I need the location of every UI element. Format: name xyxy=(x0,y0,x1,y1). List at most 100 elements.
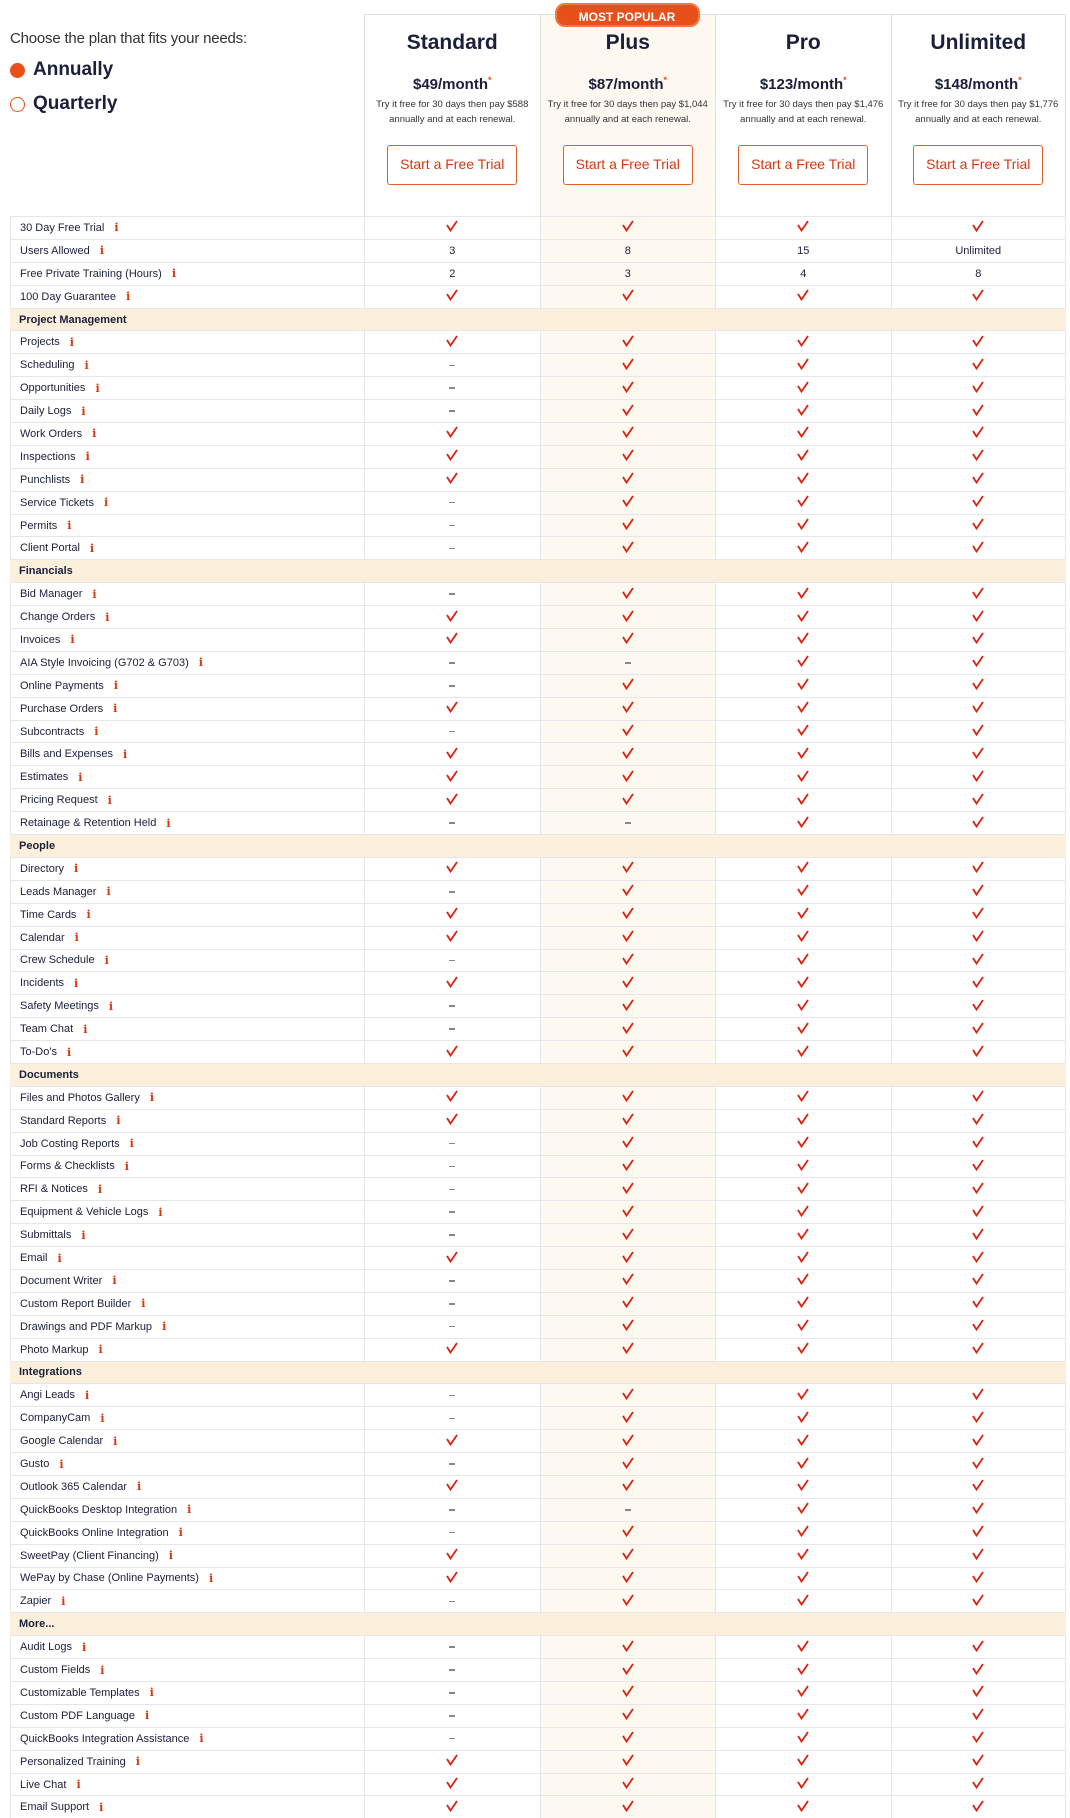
not-included-dash-icon xyxy=(449,662,456,664)
info-icon[interactable]: i xyxy=(107,793,112,807)
info-icon[interactable]: i xyxy=(66,1045,72,1059)
info-icon[interactable]: i xyxy=(106,885,111,899)
info-icon[interactable]: i xyxy=(171,267,177,281)
info-icon[interactable]: i xyxy=(81,404,86,418)
checkmark-icon xyxy=(797,632,809,647)
info-icon[interactable]: i xyxy=(76,1778,81,1791)
info-icon[interactable]: i xyxy=(178,1526,183,1540)
start-trial-button[interactable]: Start a Free Trial xyxy=(913,145,1044,185)
info-icon[interactable]: i xyxy=(92,587,97,601)
plan-cell xyxy=(715,1430,891,1453)
start-trial-button[interactable]: Start a Free Trial xyxy=(562,145,693,185)
info-icon[interactable]: i xyxy=(144,1709,150,1723)
info-icon[interactable]: i xyxy=(57,1251,62,1265)
radio-unselected-icon xyxy=(10,96,25,112)
plan-cell xyxy=(890,949,1066,972)
info-icon[interactable]: i xyxy=(141,1297,146,1311)
info-icon[interactable]: i xyxy=(104,953,109,967)
checkmark-icon xyxy=(797,1044,809,1060)
info-icon[interactable]: i xyxy=(114,221,119,235)
plan-cell xyxy=(715,651,891,674)
checkmark-icon xyxy=(621,907,634,922)
info-icon[interactable]: i xyxy=(113,1434,118,1448)
radio-quarterly[interactable]: Quarterly xyxy=(10,93,360,115)
table-row: Opportunities i xyxy=(10,376,1066,400)
info-icon[interactable]: i xyxy=(126,290,131,304)
info-icon[interactable]: i xyxy=(166,816,171,830)
info-icon[interactable]: i xyxy=(129,1137,134,1151)
info-icon[interactable]: i xyxy=(99,244,104,258)
checkmark-icon xyxy=(972,1296,984,1311)
info-icon[interactable]: i xyxy=(105,610,110,624)
info-icon[interactable]: i xyxy=(83,1022,88,1036)
info-icon[interactable]: i xyxy=(162,1320,167,1334)
info-icon[interactable]: i xyxy=(81,1228,86,1242)
info-icon[interactable]: i xyxy=(59,1457,64,1471)
plan-cell xyxy=(715,1109,891,1132)
info-icon[interactable]: i xyxy=(86,908,91,922)
feature-name: Google Calendar xyxy=(20,1435,104,1448)
info-icon[interactable]: i xyxy=(89,541,95,555)
radio-annually[interactable]: Annually xyxy=(10,59,360,81)
info-icon[interactable]: i xyxy=(158,1205,163,1219)
info-icon[interactable]: i xyxy=(84,358,89,372)
plan-price: $123/month* xyxy=(716,75,891,93)
plan-cell xyxy=(539,1315,715,1338)
not-included-dash-icon xyxy=(449,1280,456,1282)
checkmark-icon xyxy=(621,999,634,1014)
info-icon[interactable]: i xyxy=(187,1503,192,1517)
info-icon[interactable]: i xyxy=(137,1480,142,1494)
info-icon[interactable]: i xyxy=(99,1800,104,1814)
info-icon[interactable]: i xyxy=(108,999,114,1013)
info-icon[interactable]: i xyxy=(74,931,79,945)
info-icon[interactable]: i xyxy=(78,770,83,784)
radio-label: Quarterly xyxy=(33,93,118,114)
plan-cell xyxy=(364,1041,540,1063)
info-icon[interactable]: i xyxy=(198,656,203,670)
feature-label-cell: Change Orders i xyxy=(10,606,364,629)
start-trial-button[interactable]: Start a Free Trial xyxy=(738,145,869,185)
plan-cell xyxy=(364,1796,540,1818)
info-icon[interactable]: i xyxy=(80,473,85,487)
checkmark-icon xyxy=(972,1525,984,1540)
info-icon[interactable]: i xyxy=(98,1343,103,1357)
info-icon[interactable]: i xyxy=(67,519,72,533)
feature-name: Bid Manager xyxy=(20,588,83,601)
info-icon[interactable]: i xyxy=(100,1663,105,1677)
info-icon[interactable]: i xyxy=(208,1571,214,1585)
info-icon[interactable]: i xyxy=(69,335,74,349)
plan-cell xyxy=(715,995,891,1018)
info-icon[interactable]: i xyxy=(149,1091,155,1105)
checkmark-icon xyxy=(446,1113,458,1128)
info-icon[interactable]: i xyxy=(74,862,79,876)
info-icon[interactable]: i xyxy=(74,976,79,990)
plan-cell xyxy=(890,377,1066,400)
info-icon[interactable]: i xyxy=(122,747,128,761)
checkmark-icon xyxy=(972,655,984,670)
info-icon[interactable]: i xyxy=(70,633,75,647)
radio-label: Annually xyxy=(33,59,114,80)
info-icon[interactable]: i xyxy=(97,1182,103,1196)
info-icon[interactable]: i xyxy=(61,1594,66,1608)
info-icon[interactable]: i xyxy=(92,427,97,441)
start-trial-button[interactable]: Start a Free Trial xyxy=(387,145,518,185)
feature-label-cell: Time Cards i xyxy=(10,903,364,926)
plan-cell xyxy=(715,468,891,491)
info-icon[interactable]: i xyxy=(124,1159,129,1173)
info-icon[interactable]: i xyxy=(149,1686,154,1700)
plan-cell xyxy=(364,1247,540,1269)
info-icon[interactable]: i xyxy=(116,1114,121,1128)
info-icon[interactable]: i xyxy=(85,1388,90,1402)
info-icon[interactable]: i xyxy=(95,381,100,395)
info-icon[interactable]: i xyxy=(199,1732,204,1746)
info-icon[interactable]: i xyxy=(168,1549,173,1563)
info-icon[interactable]: i xyxy=(81,1640,87,1654)
info-icon[interactable]: i xyxy=(94,725,99,739)
info-icon[interactable]: i xyxy=(103,496,109,510)
info-icon[interactable]: i xyxy=(113,702,118,716)
info-icon[interactable]: i xyxy=(85,450,90,464)
info-icon[interactable]: i xyxy=(113,679,118,693)
info-icon[interactable]: i xyxy=(112,1274,117,1288)
info-icon[interactable]: i xyxy=(135,1755,140,1769)
info-icon[interactable]: i xyxy=(100,1411,105,1425)
